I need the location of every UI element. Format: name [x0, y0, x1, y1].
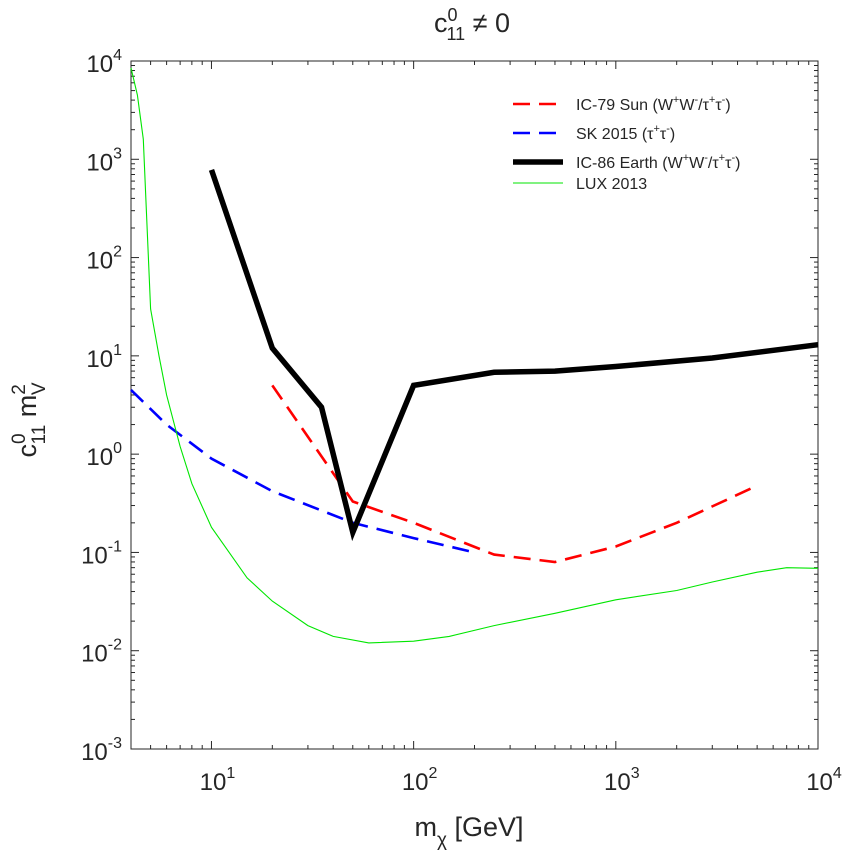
series-line-ic79 — [271, 384, 753, 564]
y-tick-label: 101 — [86, 342, 122, 373]
y-tick-labels: 10-3 10-2 10-1 100 101 102 103 104 — [81, 47, 122, 766]
axis-ticks — [130, 61, 818, 750]
series-line-lux2013 — [130, 67, 819, 644]
y-tick-label: 10-3 — [81, 735, 122, 766]
y-tick-label: 10-1 — [81, 538, 122, 569]
x-tick-label: 101 — [200, 765, 236, 796]
series-line-ic86 — [208, 169, 819, 542]
series-group — [130, 67, 819, 644]
chart-title: c0 11 ≠ 0 — [434, 5, 510, 44]
x-tick-label: 104 — [806, 765, 842, 796]
x-tick-label: 102 — [402, 765, 438, 796]
legend-label-sk2015: SK 2015 (τ+τ-) — [576, 123, 675, 143]
series-line-sk2015 — [130, 388, 475, 554]
plot-frame — [130, 60, 819, 750]
y-tick-label: 100 — [86, 440, 122, 471]
y-tick-label: 104 — [86, 47, 122, 78]
y-axis-label: c011 m2V — [9, 382, 50, 457]
legend-label-ic79: IC-79 Sun (W+W-/τ+τ-) — [576, 94, 731, 114]
x-tick-label: 103 — [604, 765, 640, 796]
x-tick-labels: 101 102 103 104 — [200, 765, 842, 796]
plot-area — [130, 60, 819, 750]
y-tick-label: 102 — [86, 244, 122, 275]
legend: IC-79 Sun (W+W-/τ+τ-) SK 2015 (τ+τ-) IC-86… — [513, 94, 740, 193]
y-tick-label: 103 — [86, 145, 122, 176]
legend-label-ic86: IC-86 Earth (W+W-/τ+τ-) — [576, 152, 740, 172]
x-axis-label: mχ [GeV] — [414, 812, 523, 851]
legend-label-lux2013: LUX 2013 — [576, 176, 647, 193]
y-tick-label: 10-2 — [81, 637, 122, 668]
